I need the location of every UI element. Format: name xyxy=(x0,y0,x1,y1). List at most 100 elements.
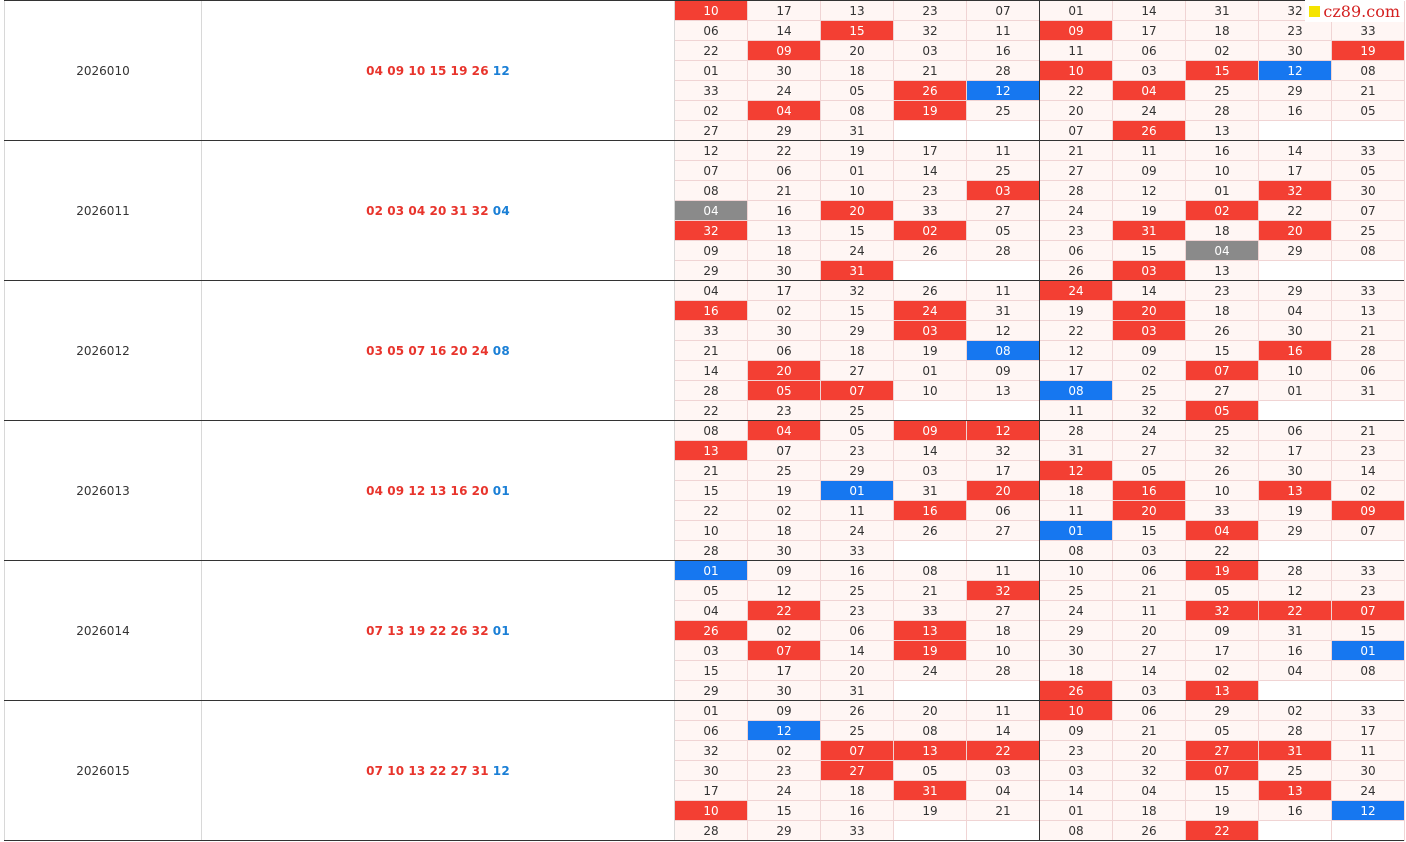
grid-cell: 31 xyxy=(1259,621,1332,641)
grid-cell: 26 xyxy=(894,241,967,261)
grid-cell: 27 xyxy=(675,121,748,141)
grid-cell: 08 xyxy=(1332,661,1405,681)
grid-cell: 03 xyxy=(675,641,748,661)
grid-cell-red: 07 xyxy=(821,741,894,761)
grid-cell: 11 xyxy=(1113,141,1186,161)
grid-cell: 21 xyxy=(894,581,967,601)
grid-cell-red: 13 xyxy=(1186,681,1259,701)
grid-cell xyxy=(894,821,967,841)
grid-cell: 21 xyxy=(1332,321,1405,341)
grid-cell: 11 xyxy=(821,501,894,521)
grid-cell xyxy=(967,401,1040,421)
grid-cell: 23 xyxy=(748,761,821,781)
grid-cell: 03 xyxy=(894,41,967,61)
grid-cell: 03 xyxy=(1113,541,1186,561)
grid-cell: 02 xyxy=(1259,701,1332,721)
grid-cell: 32 xyxy=(894,21,967,41)
grid-cell: 02 xyxy=(675,101,748,121)
red-ball-number: 20 xyxy=(471,484,489,498)
grid-cell: 22 xyxy=(675,501,748,521)
grid-cell-red: 07 xyxy=(1186,361,1259,381)
grid-cell-red: 10 xyxy=(1040,61,1113,81)
grid-cell: 09 xyxy=(967,361,1040,381)
red-ball-number: 24 xyxy=(471,344,489,358)
grid-cell: 33 xyxy=(1332,561,1405,581)
grid-cell xyxy=(1259,121,1332,141)
result-row: 2026011 02 03 04 20 31 32 04 12 22 19 17 11 07 06 01 14 2… xyxy=(4,140,1405,281)
grid-cell: 06 xyxy=(821,621,894,641)
red-ball-number: 02 xyxy=(366,204,384,218)
blue-ball-number: 04 xyxy=(492,204,510,218)
grid-cell: 27 xyxy=(1186,381,1259,401)
grid-cell: 20 xyxy=(821,41,894,61)
grid-cell: 24 xyxy=(1040,201,1113,221)
grid-cell: 13 xyxy=(1186,121,1259,141)
grid-cell: 03 xyxy=(1113,681,1186,701)
grid-cell: 29 xyxy=(821,461,894,481)
grid-cell-red: 31 xyxy=(894,781,967,801)
grid-cell: 10 xyxy=(1186,481,1259,501)
grid-cell-red: 13 xyxy=(894,621,967,641)
grid-cell: 09 xyxy=(1186,621,1259,641)
grid-cell: 25 xyxy=(821,721,894,741)
red-ball-number: 20 xyxy=(450,344,468,358)
grid-cell: 21 xyxy=(894,61,967,81)
grid-cell: 24 xyxy=(821,241,894,261)
number-grid: 08 04 05 09 12 13 07 23 14 32 21 25 29 03 17 15 19 01 31 20… xyxy=(675,421,1405,561)
grid-cell: 20 xyxy=(1113,741,1186,761)
grid-cell xyxy=(1332,401,1405,421)
grid-cell: 21 xyxy=(1040,141,1113,161)
grid-cell: 01 xyxy=(894,361,967,381)
grid-cell: 30 xyxy=(1332,761,1405,781)
grid-cell: 10 xyxy=(1259,361,1332,381)
period-number: 2026012 xyxy=(4,281,202,421)
grid-cell: 23 xyxy=(748,401,821,421)
grid-cell: 09 xyxy=(675,241,748,261)
grid-cell: 18 xyxy=(967,621,1040,641)
grid-cell: 10 xyxy=(675,521,748,541)
grid-cell: 22 xyxy=(1040,321,1113,341)
grid-cell: 11 xyxy=(967,561,1040,581)
grid-cell: 21 xyxy=(1332,421,1405,441)
grid-cell-red: 09 xyxy=(748,41,821,61)
grid-cell: 14 xyxy=(1113,1,1186,21)
grid-cell: 29 xyxy=(1259,241,1332,261)
grid-cell: 18 xyxy=(821,341,894,361)
grid-cell: 29 xyxy=(1259,281,1332,301)
grid-cell: 25 xyxy=(1040,581,1113,601)
red-ball-number: 12 xyxy=(408,484,426,498)
red-ball-number: 04 xyxy=(366,64,384,78)
grid-cell: 23 xyxy=(1040,741,1113,761)
grid-cell: 22 xyxy=(748,141,821,161)
grid-cell-red: 03 xyxy=(1113,321,1186,341)
grid-cell-red: 02 xyxy=(894,221,967,241)
red-ball-number: 13 xyxy=(387,624,405,638)
grid-cell-red: 07 xyxy=(748,641,821,661)
grid-cell: 33 xyxy=(1332,21,1405,41)
grid-cell: 15 xyxy=(1186,341,1259,361)
number-grid: 10 17 13 23 07 06 14 15 32 11 22 09 20 03 16 01 30 18 21 28… xyxy=(675,1,1405,141)
grid-cell: 15 xyxy=(1113,241,1186,261)
grid-cell: 22 xyxy=(675,41,748,61)
grid-cell: 29 xyxy=(748,821,821,841)
grid-cell: 30 xyxy=(1040,641,1113,661)
grid-cell: 25 xyxy=(1186,81,1259,101)
grid-cell: 11 xyxy=(1040,401,1113,421)
grid-cell-red: 16 xyxy=(1113,481,1186,501)
grid-cell-red: 03 xyxy=(967,181,1040,201)
grid-cell: 20 xyxy=(1113,621,1186,641)
grid-cell: 29 xyxy=(821,321,894,341)
blue-ball-number: 01 xyxy=(492,624,510,638)
grid-cell-red: 26 xyxy=(1040,681,1113,701)
grid-cell xyxy=(1259,821,1332,841)
grid-cell: 14 xyxy=(1040,781,1113,801)
grid-cell-blue: 01 xyxy=(675,561,748,581)
grid-divider xyxy=(1039,701,1040,841)
grid-cell-red: 03 xyxy=(894,321,967,341)
grid-cell: 24 xyxy=(821,521,894,541)
grid-cell: 15 xyxy=(675,661,748,681)
grid-cell: 31 xyxy=(821,121,894,141)
grid-cell xyxy=(1332,121,1405,141)
grid-cell-red: 04 xyxy=(748,421,821,441)
grid-cell: 04 xyxy=(675,281,748,301)
